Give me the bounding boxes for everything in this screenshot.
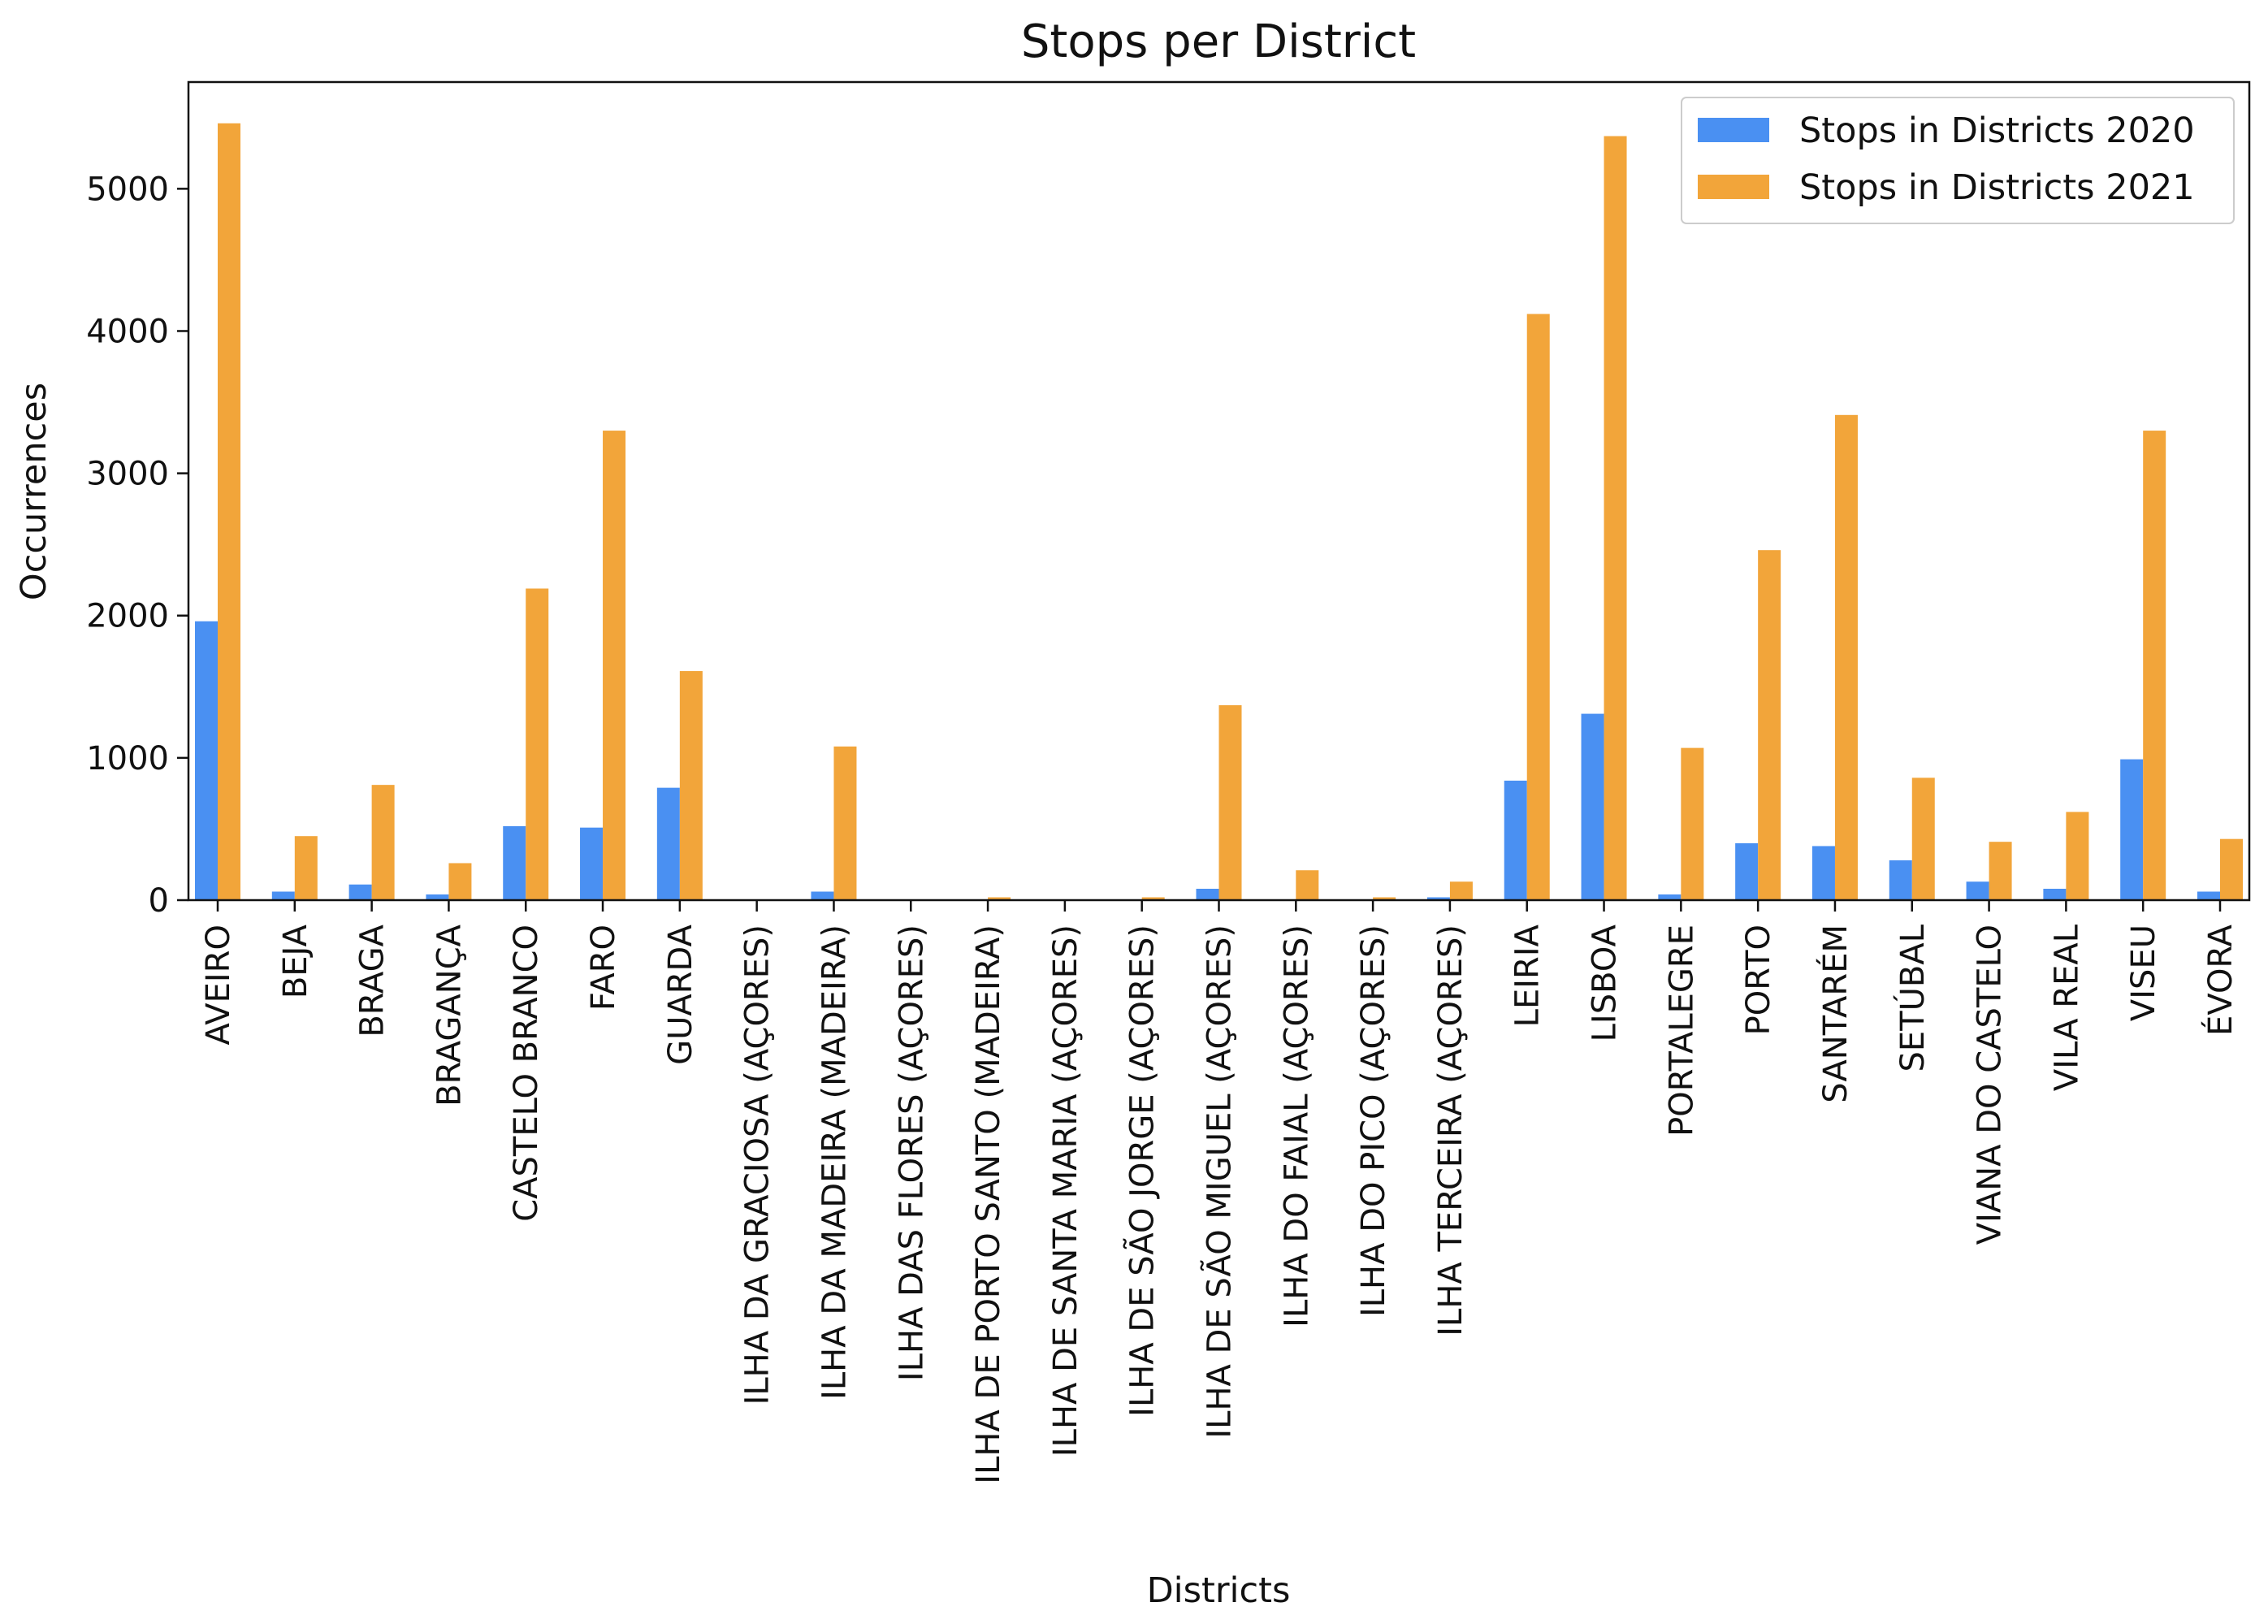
bar-2021-8 <box>833 746 857 900</box>
y-axis-ticks: 0 1000 2000 3000 4000 5000 <box>86 171 188 920</box>
x-tick-label: ILHA DO PICO (AÇORES) <box>1355 925 1392 1317</box>
x-tick-label: PORTO <box>1740 925 1777 1035</box>
x-tick-label: ILHA DE SÃO MIGUEL (AÇORES) <box>1200 925 1239 1439</box>
x-axis-ticks: AVEIRO BEJA BRAGA BRAGANÇA CASTELO BRANCO FAR… <box>200 900 2240 1484</box>
x-tick-label: ILHA DE SANTA MARIA (AÇORES) <box>1047 925 1084 1457</box>
x-tick-label: VIANA DO CASTELO <box>1972 925 2009 1245</box>
legend-label-2020: Stops in Districts 2020 <box>1799 110 2195 151</box>
x-tick-label: LISBOA <box>1586 924 1624 1042</box>
x-axis-label: Districts <box>1147 1570 1291 1611</box>
bar-2020-5 <box>580 827 604 900</box>
x-tick-label: LEIRIA <box>1509 924 1547 1027</box>
bar-2020-17 <box>1504 780 1527 900</box>
chart-title: Stops per District <box>1021 15 1416 68</box>
bar-2021-5 <box>603 431 626 900</box>
x-tick-label: BEJA <box>277 924 314 998</box>
bar-2021-17 <box>1526 314 1550 900</box>
x-tick-label: ILHA DAS FLORES (AÇORES) <box>893 925 930 1381</box>
legend-swatch-2021 <box>1698 175 1769 199</box>
bar-2020-6 <box>656 787 680 900</box>
bar-2021-14 <box>1296 870 1319 900</box>
y-axis-label: Occurrences <box>14 383 54 600</box>
legend-label-2021: Stops in Districts 2021 <box>1799 167 2195 208</box>
y-tick-label: 3000 <box>86 456 169 493</box>
bar-2020-2 <box>348 884 372 900</box>
legend: Stops in Districts 2020 Stops in Distric… <box>1681 97 2235 224</box>
bar-2020-19 <box>1658 894 1682 900</box>
bar-2020-20 <box>1735 842 1759 900</box>
bar-2021-4 <box>526 588 549 900</box>
bar-2021-22 <box>1911 777 1935 900</box>
x-tick-label: ÉVORA <box>2201 924 2240 1036</box>
y-tick-label: 5000 <box>86 171 169 208</box>
bar-2021-23 <box>1989 842 2012 900</box>
bar-2020-21 <box>1811 846 1835 900</box>
x-tick-label: CASTELO BRANCO <box>508 925 545 1222</box>
bar-2020-22 <box>1889 860 1912 900</box>
x-tick-label: BRAGA <box>354 924 392 1037</box>
bar-2021-0 <box>218 123 240 900</box>
bar-2020-3 <box>426 894 449 900</box>
x-tick-label: AVEIRO <box>200 925 237 1046</box>
y-tick-label: 4000 <box>86 313 169 350</box>
bar-2021-1 <box>294 836 318 900</box>
bar-2021-20 <box>1758 550 1781 900</box>
x-tick-label: ILHA DA MADEIRA (MADEIRA) <box>816 925 853 1400</box>
bar-2020-8 <box>811 891 834 900</box>
bar-2021-13 <box>1218 705 1242 900</box>
bar-2020-16 <box>1426 897 1450 900</box>
x-tick-label: ILHA DE SÃO JORGE (AÇORES) <box>1123 925 1162 1417</box>
x-tick-label: PORTALEGRE <box>1663 925 1700 1137</box>
bar-2020-23 <box>1966 881 1989 900</box>
x-tick-label: SETÚBAL <box>1893 924 1932 1072</box>
bar-2020-25 <box>2120 759 2144 900</box>
bar-2020-0 <box>195 621 218 900</box>
bar-2021-12 <box>1141 897 1165 900</box>
bar-2020-1 <box>271 891 295 900</box>
bar-2021-18 <box>1604 136 1627 900</box>
x-tick-label: SANTARÉM <box>1816 925 1855 1103</box>
bar-2021-2 <box>371 785 395 900</box>
x-tick-label: BRAGANÇA <box>431 924 468 1106</box>
x-tick-label: VILA REAL <box>2048 924 2085 1091</box>
bar-2020-24 <box>2043 888 2067 900</box>
bars-group <box>195 123 2243 901</box>
x-tick-label: ILHA TERCEIRA (AÇORES) <box>1432 925 1469 1336</box>
bar-2021-24 <box>2066 812 2089 900</box>
bar-2021-15 <box>1373 897 1396 900</box>
bar-2021-26 <box>2220 838 2243 900</box>
legend-swatch-2020 <box>1698 118 1769 142</box>
x-tick-label: ILHA DE PORTO SANTO (MADEIRA) <box>970 925 1007 1484</box>
y-tick-label: 1000 <box>86 740 169 777</box>
x-tick-label: ILHA DO FAIAL (AÇORES) <box>1278 925 1315 1327</box>
bar-2021-21 <box>1834 414 1858 901</box>
bar-2021-3 <box>448 863 472 900</box>
bar-2021-19 <box>1681 747 1704 900</box>
legend-frame <box>1681 97 2235 224</box>
y-tick-label: 2000 <box>86 598 169 635</box>
x-tick-label: GUARDA <box>662 924 699 1065</box>
bar-2021-6 <box>679 671 703 900</box>
bar-2021-16 <box>1449 881 1473 900</box>
bar-2021-10 <box>988 897 1011 900</box>
x-tick-label: VISEU <box>2125 925 2162 1021</box>
x-tick-label: ILHA DA GRACIOSA (AÇORES) <box>739 925 777 1405</box>
x-tick-label: FARO <box>585 925 622 1011</box>
y-tick-label: 0 <box>149 882 169 920</box>
bar-2021-25 <box>2143 431 2166 900</box>
bar-2020-26 <box>2197 891 2220 900</box>
plot-area-frame <box>187 80 2251 902</box>
bar-2020-4 <box>503 825 526 900</box>
bar-2020-13 <box>1196 888 1219 900</box>
bar-2020-18 <box>1581 713 1604 900</box>
